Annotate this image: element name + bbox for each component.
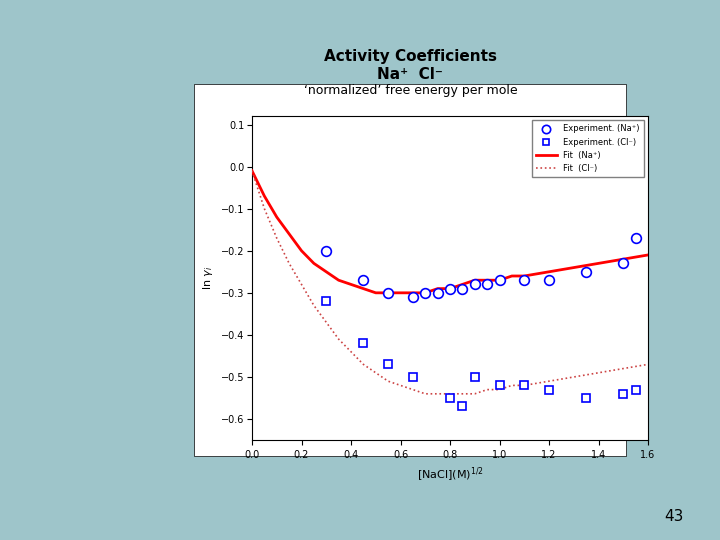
Y-axis label: ln $\gamma_i$: ln $\gamma_i$	[202, 266, 215, 291]
Legend: Experiment. (Na⁺), Experiment. (Cl⁻), Fit  (Na⁺), Fit  (Cl⁻): Experiment. (Na⁺), Experiment. (Cl⁻), Fi…	[531, 120, 644, 177]
Text: Na⁺  Cl⁻: Na⁺ Cl⁻	[377, 67, 444, 82]
Text: 43: 43	[665, 509, 684, 524]
Text: Activity Coefficients: Activity Coefficients	[324, 49, 497, 64]
X-axis label: [NaCl](M)$^{1/2}$: [NaCl](M)$^{1/2}$	[417, 465, 483, 484]
Text: ‘normalized’ free energy per mole: ‘normalized’ free energy per mole	[304, 84, 517, 97]
